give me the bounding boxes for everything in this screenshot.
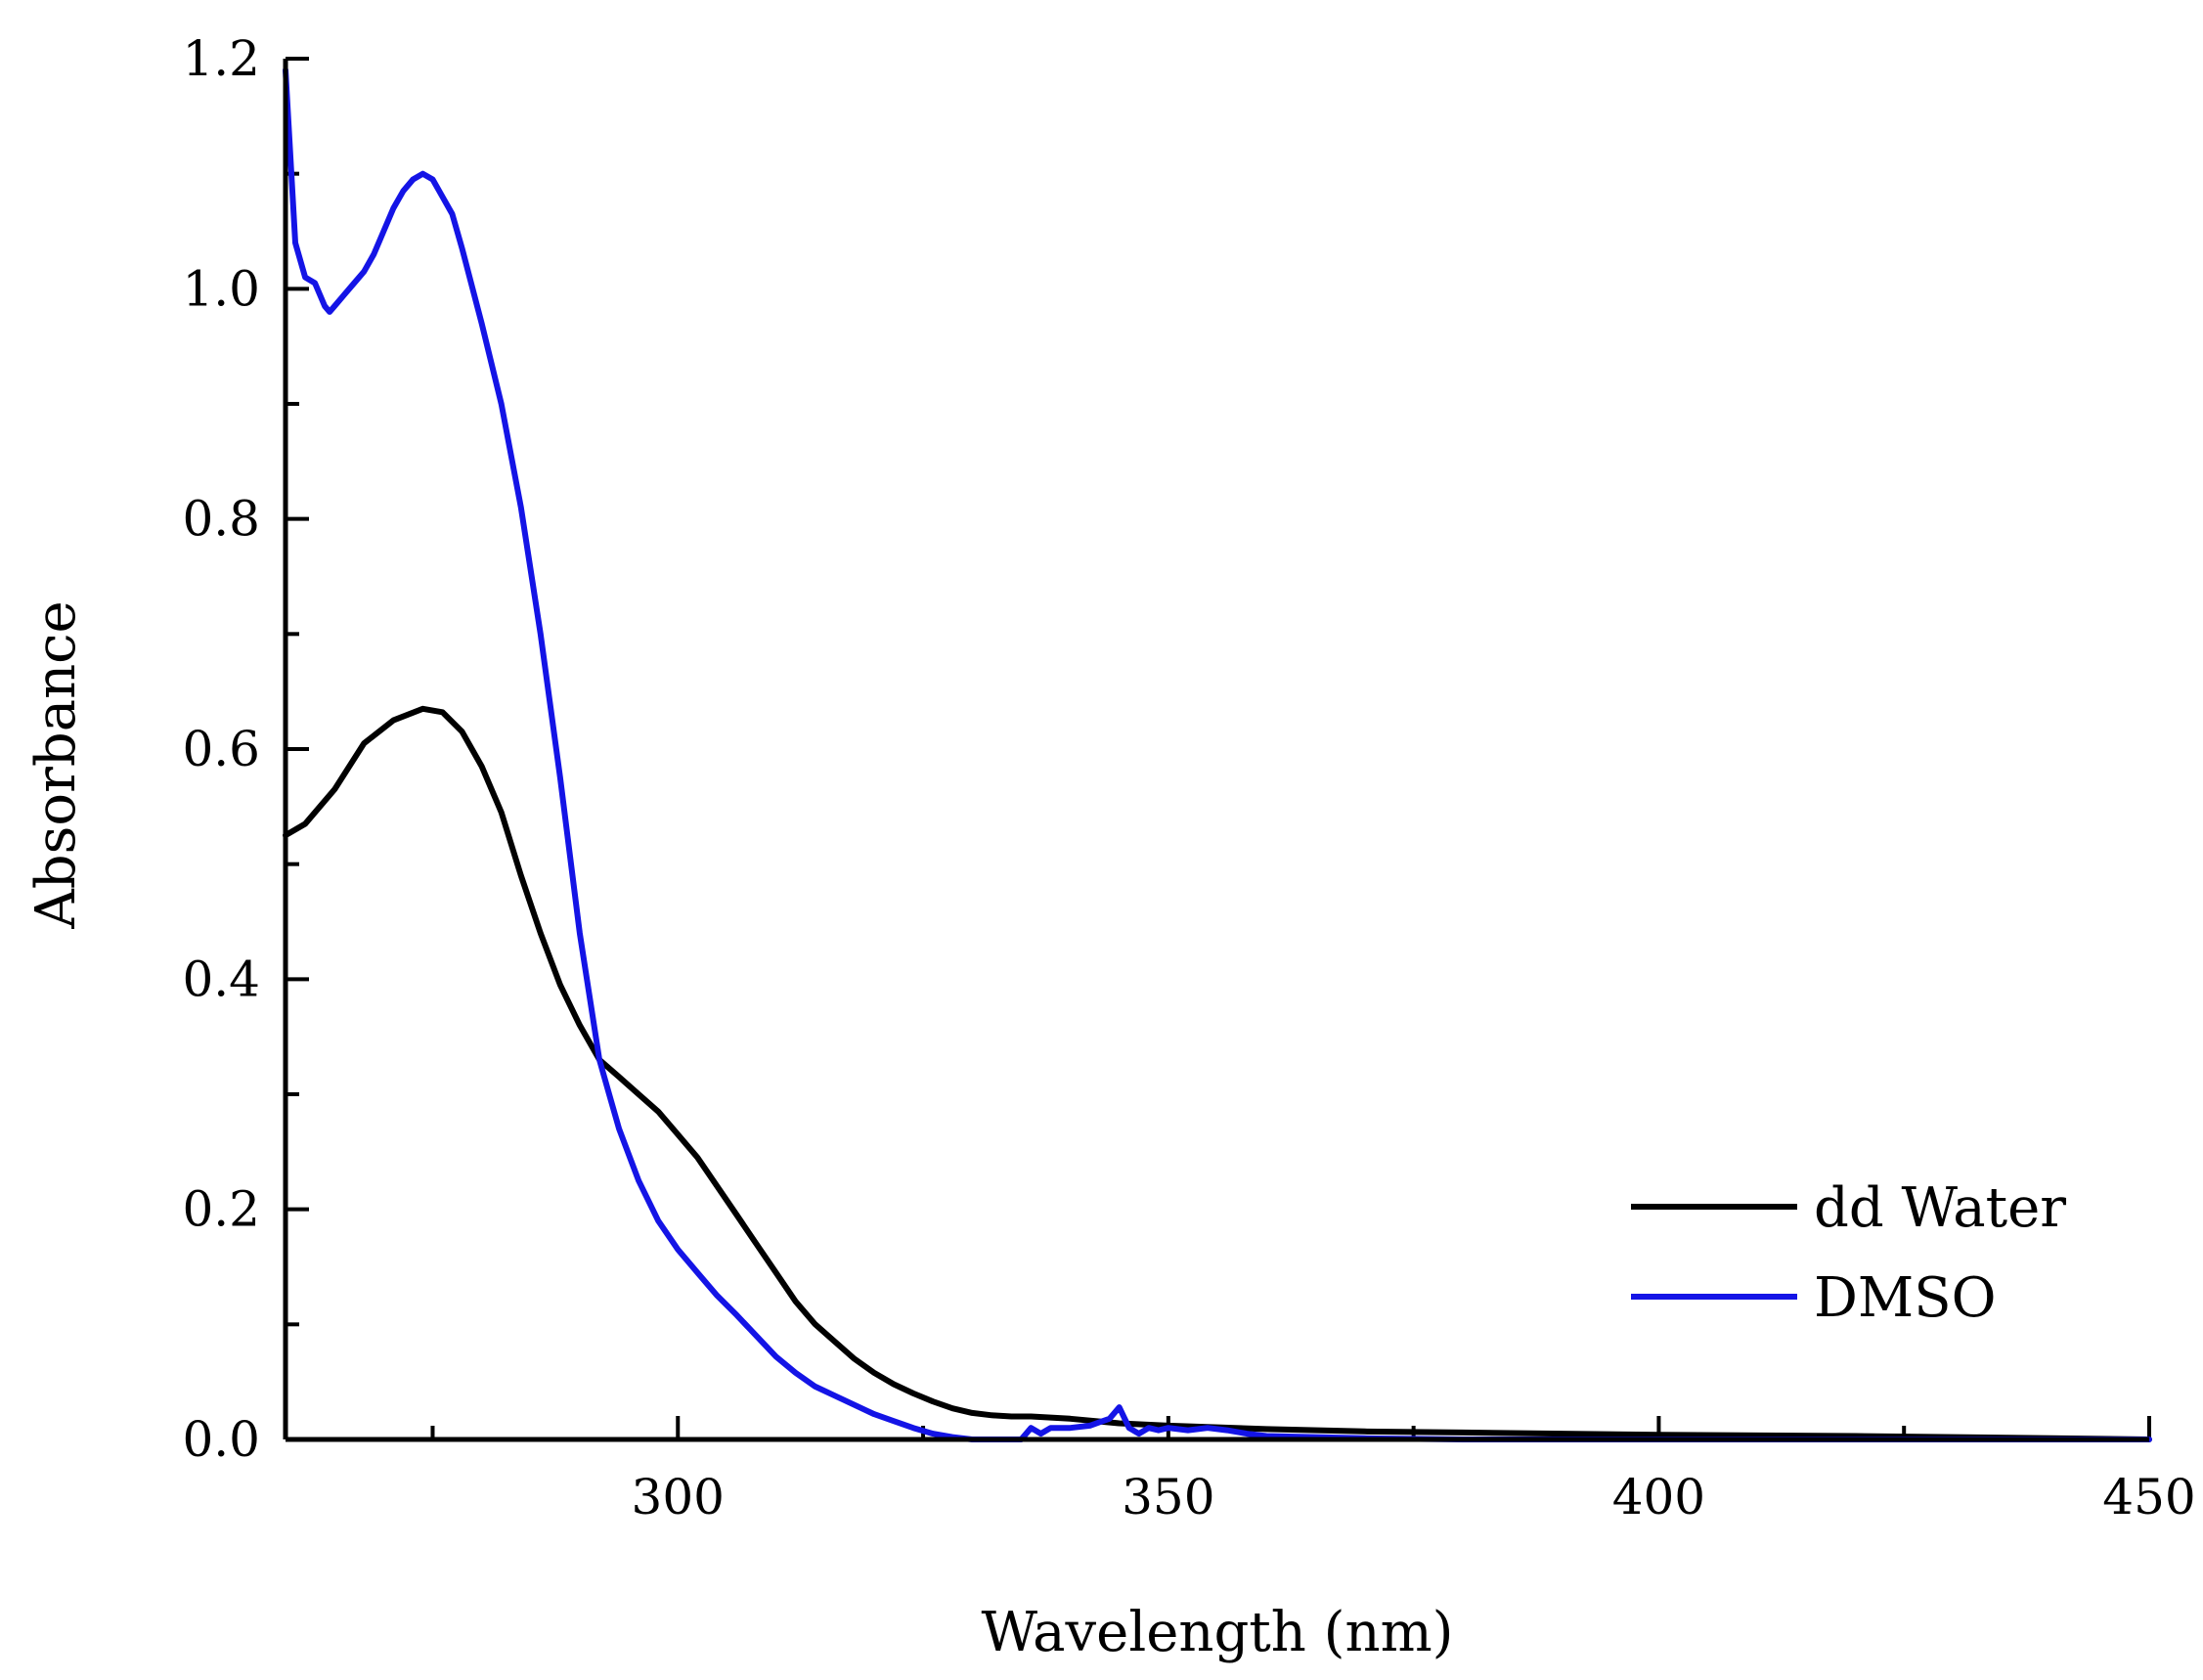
y-tick-label: 0.4 [182, 951, 260, 1007]
y-tick-label: 0.2 [182, 1181, 260, 1238]
y-tick-label: 1.0 [182, 260, 260, 317]
labels-layer: 0.0 0.2 0.4 0.6 0.8 1.0 1.2 300 350 400 450 [182, 30, 2195, 1525]
series-line-dmso [283, 66, 2152, 1442]
series-layer [283, 66, 2152, 1442]
y-tick-label: 0.6 [182, 721, 260, 777]
legend-label-dd-water: dd Water [1814, 1176, 2066, 1240]
x-tick-label: 300 [632, 1469, 725, 1525]
x-tick-label: 450 [2102, 1469, 2195, 1525]
y-tick-label: 0.8 [182, 491, 260, 548]
legend-label-dmso: DMSO [1814, 1266, 1997, 1330]
y-tick-label: 1.2 [182, 30, 260, 87]
legend: dd Water DMSO [1631, 1176, 2066, 1330]
x-tick-label: 350 [1122, 1469, 1214, 1525]
x-axis-title: Wavelength (nm) [981, 1601, 1453, 1664]
y-tick-label: 0.0 [182, 1411, 260, 1468]
y-axis-title: Absorbance [24, 600, 88, 929]
x-tick-label: 400 [1612, 1469, 1705, 1525]
